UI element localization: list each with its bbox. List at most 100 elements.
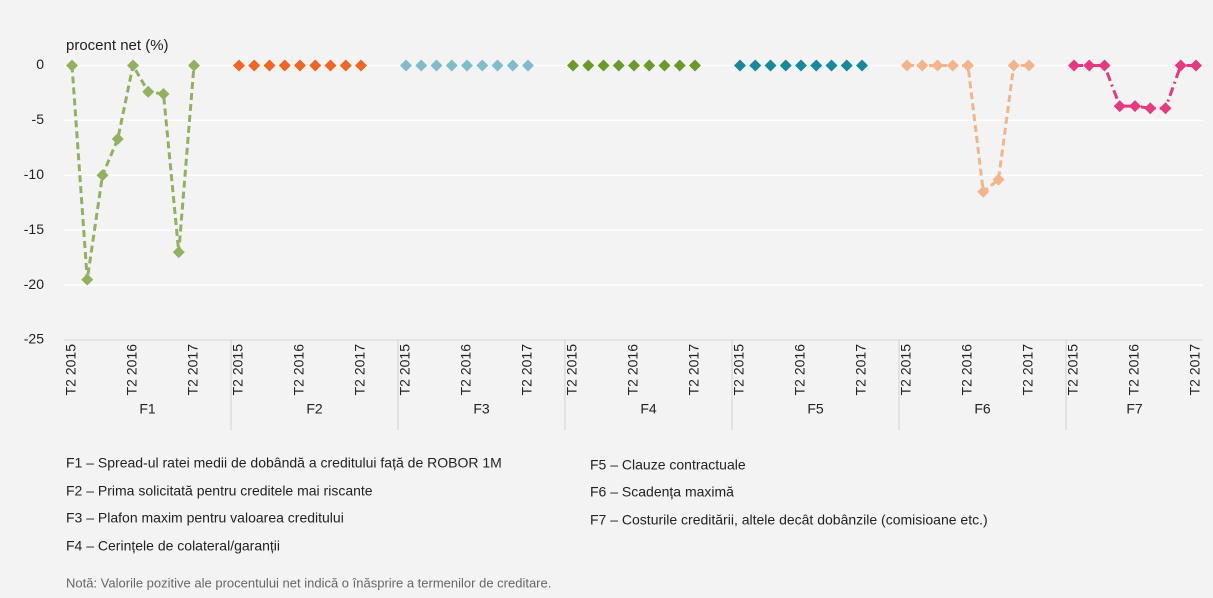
- marker: [415, 59, 428, 72]
- note: Notă: Valorile pozitive ale procentului …: [66, 575, 551, 590]
- marker: [81, 273, 94, 286]
- marker: [157, 88, 170, 101]
- marker: [1007, 59, 1020, 72]
- x-tick-label: T2 2017: [1187, 344, 1203, 396]
- marker: [142, 85, 155, 98]
- marker: [962, 59, 974, 72]
- description: F4 – Cerințele de colateral/garanții: [66, 538, 280, 554]
- marker: [1144, 102, 1157, 115]
- x-tick-label: T2 2016: [124, 344, 140, 396]
- x-tick-label: T2 2016: [458, 344, 474, 396]
- x-tick-label: T2 2015: [1065, 344, 1081, 396]
- x-tick-label: T2 2016: [625, 344, 641, 396]
- marker: [248, 59, 261, 72]
- marker: [658, 59, 671, 72]
- marker: [188, 59, 200, 72]
- marker: [840, 59, 853, 72]
- marker: [764, 59, 777, 72]
- marker: [946, 59, 959, 72]
- marker: [1129, 100, 1141, 113]
- marker: [263, 59, 276, 72]
- x-tick-label: T2 2016: [1126, 344, 1142, 396]
- group-label: F6: [974, 401, 991, 417]
- marker: [931, 59, 944, 72]
- x-tick-label: T2 2017: [185, 344, 201, 396]
- marker: [734, 59, 746, 72]
- marker: [992, 173, 1005, 186]
- marker: [1068, 59, 1080, 72]
- marker: [810, 59, 823, 72]
- marker: [749, 59, 762, 72]
- marker: [491, 59, 504, 72]
- y-tick-label: -10: [24, 166, 44, 182]
- marker: [977, 185, 990, 198]
- marker: [612, 59, 625, 72]
- marker: [66, 59, 78, 72]
- marker: [445, 59, 458, 72]
- marker: [233, 59, 245, 72]
- marker: [461, 59, 473, 72]
- description: F2 – Prima solicitată pentru creditele m…: [66, 483, 373, 499]
- marker: [278, 59, 291, 72]
- x-tick-label: T2 2015: [731, 344, 747, 396]
- y-tick-label: -5: [32, 111, 45, 127]
- x-tick-label: T2 2015: [898, 344, 914, 396]
- description: F5 – Clauze contractuale: [590, 457, 746, 473]
- description: F1 – Spread-ul ratei medii de dobândă a …: [66, 455, 502, 471]
- y-tick-label: 0: [36, 56, 44, 72]
- marker: [1159, 102, 1172, 115]
- x-tick-label: T2 2015: [63, 344, 79, 396]
- marker: [779, 59, 792, 72]
- marker: [339, 59, 352, 72]
- x-tick-label: T2 2017: [686, 344, 702, 396]
- marker: [400, 59, 412, 72]
- y-axis-label: procent net (%): [66, 37, 169, 54]
- group-label: F7: [1126, 401, 1143, 417]
- marker: [430, 59, 443, 72]
- group-label: F1: [139, 401, 156, 417]
- marker: [522, 59, 534, 72]
- x-tick-label: T2 2017: [519, 344, 535, 396]
- marker: [172, 246, 185, 259]
- x-tick-label: T2 2015: [397, 344, 413, 396]
- group-label: F5: [807, 401, 824, 417]
- marker: [689, 59, 701, 72]
- marker: [111, 133, 124, 146]
- x-tick-label: T2 2016: [291, 344, 307, 396]
- x-tick-label: T2 2017: [853, 344, 869, 396]
- x-tick-label: T2 2016: [959, 344, 975, 396]
- marker: [1190, 59, 1202, 72]
- y-tick-label: -25: [24, 331, 44, 347]
- marker: [643, 59, 656, 72]
- marker: [96, 169, 109, 182]
- marker: [1174, 59, 1187, 72]
- marker: [795, 59, 807, 72]
- x-tick-label: T2 2015: [230, 344, 246, 396]
- marker: [1023, 59, 1035, 72]
- marker: [628, 59, 640, 72]
- marker: [673, 59, 686, 72]
- x-tick-label: T2 2016: [792, 344, 808, 396]
- marker: [324, 59, 337, 72]
- description: F7 – Costurile creditării, altele decât …: [590, 512, 988, 528]
- x-tick-label: T2 2017: [352, 344, 368, 396]
- marker: [597, 59, 610, 72]
- marker: [476, 59, 489, 72]
- marker: [1083, 59, 1096, 72]
- y-tick-label: -15: [24, 221, 44, 237]
- group-label: F3: [473, 401, 490, 417]
- marker: [309, 59, 322, 72]
- marker: [901, 59, 913, 72]
- group-label: F2: [306, 401, 323, 417]
- marker: [1113, 100, 1126, 113]
- group-label: F4: [640, 401, 657, 417]
- marker: [1098, 59, 1111, 72]
- marker: [294, 59, 306, 72]
- marker: [582, 59, 595, 72]
- marker: [856, 59, 868, 72]
- description: F6 – Scadența maximă: [590, 484, 734, 500]
- marker: [567, 59, 579, 72]
